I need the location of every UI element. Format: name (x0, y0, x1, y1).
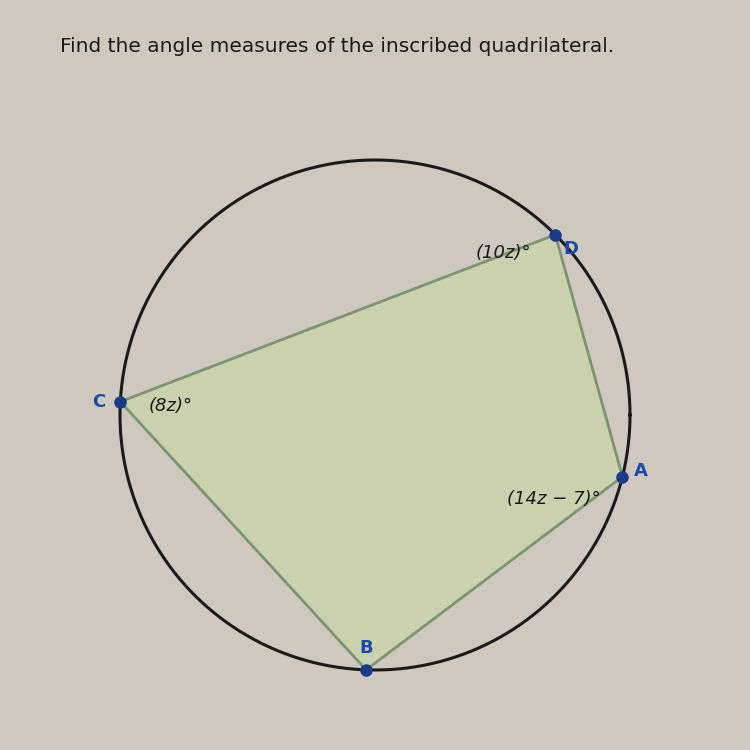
Text: (8z)°: (8z)° (148, 397, 192, 415)
Polygon shape (120, 235, 622, 670)
Text: B: B (359, 639, 373, 657)
Text: C: C (92, 393, 105, 411)
Text: Find the angle measures of the inscribed quadrilateral.: Find the angle measures of the inscribed… (60, 38, 614, 56)
Text: (14z − 7)°: (14z − 7)° (508, 490, 601, 508)
Text: (10z)°: (10z)° (476, 244, 531, 262)
Text: D: D (564, 240, 579, 258)
Text: A: A (634, 462, 647, 480)
